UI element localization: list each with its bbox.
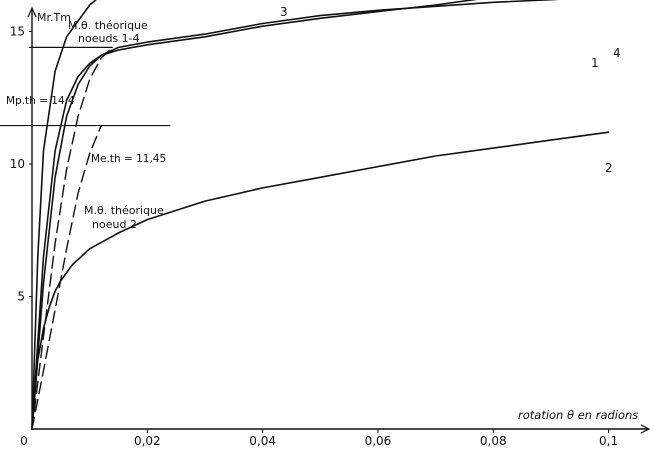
y-axis-label: Mr.Tm <box>37 11 71 24</box>
series-group <box>31 0 610 430</box>
series-line <box>31 0 478 430</box>
ref-line-mp-label: Mp.th = 14,4 <box>6 95 75 107</box>
series-line <box>31 46 114 430</box>
y-tick-label: 5 <box>17 290 25 304</box>
ref-line-me-label: Me.th = 11,45 <box>91 153 166 165</box>
x-tick-label: 0,02 <box>134 434 161 448</box>
x-tick-label: 0 <box>20 434 28 448</box>
labels-group: Mr.Tm rotation θ en radions Mp.th = 14,4… <box>6 5 638 422</box>
y-tick-label: 10 <box>10 157 25 171</box>
x-axis-label: rotation θ en radions <box>518 408 638 422</box>
series-line <box>31 124 102 430</box>
curve-label-3: 3 <box>280 5 288 19</box>
reference-lines <box>0 46 171 127</box>
x-tick-label: 0,1 <box>599 434 618 448</box>
axes: 0 0,02 0,04 0,06 0,08 0,1 5 10 15 <box>10 6 651 448</box>
x-tick-label: 0,04 <box>249 434 276 448</box>
annotation-theory-2-line1: M.θ. théorique <box>84 204 164 217</box>
x-tick-label: 0,06 <box>365 434 392 448</box>
series-line <box>31 131 610 430</box>
curve-label-1: 1 <box>591 56 599 70</box>
y-axis-arrow <box>27 6 37 18</box>
annotation-theory-1-4-line2: noeuds 1-4 <box>78 32 140 45</box>
x-axis-arrow <box>640 424 651 434</box>
x-tick-label: 0,08 <box>480 434 507 448</box>
curve-label-2: 2 <box>605 161 613 175</box>
series-line <box>31 0 560 430</box>
annotation-theory-1-4-line1: M.θ. théorique <box>68 19 148 32</box>
series-line <box>31 0 98 430</box>
y-tick-label: 15 <box>10 25 25 39</box>
curve-label-4: 4 <box>613 46 621 60</box>
annotation-theory-2-line2: noeud 2 <box>92 218 137 231</box>
